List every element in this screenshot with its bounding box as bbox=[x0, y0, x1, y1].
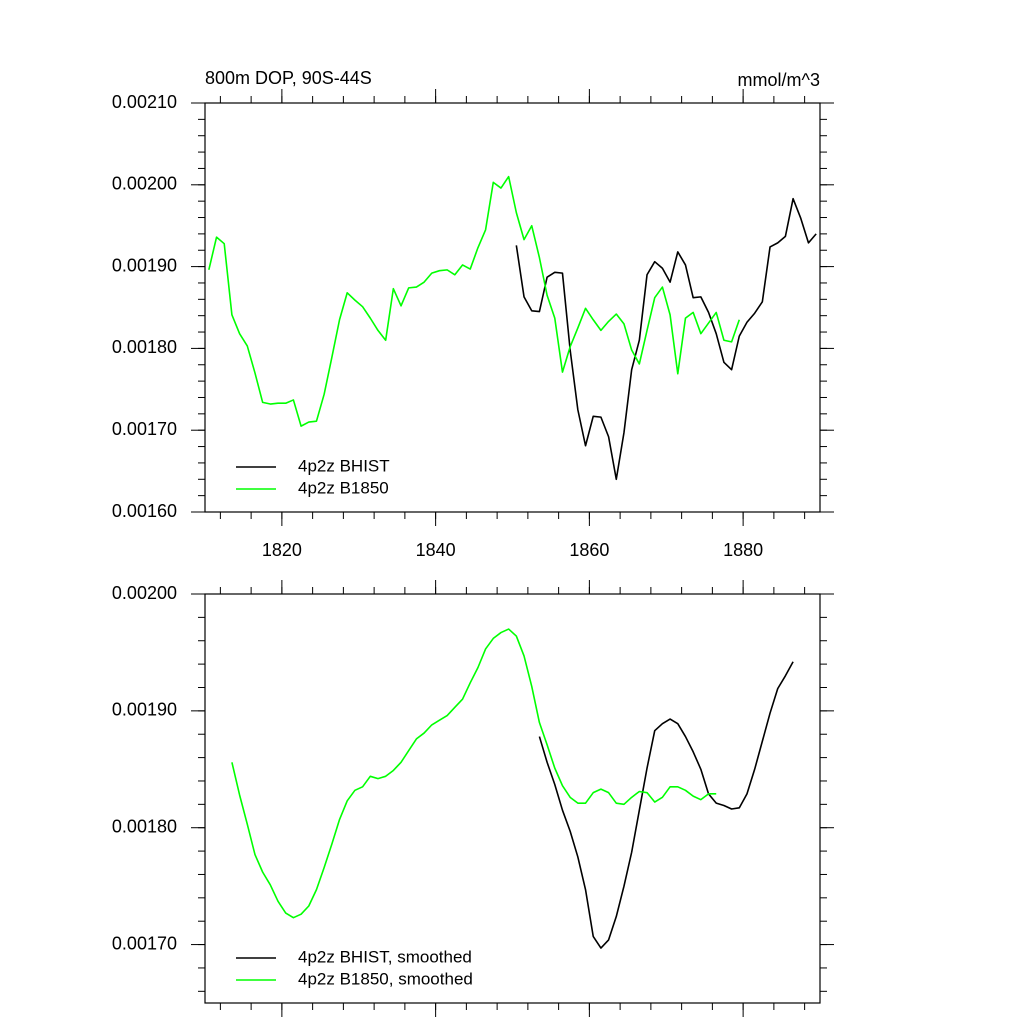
y-tick-label: 0.00190 bbox=[112, 700, 177, 720]
legend-label: 4p2z B1850 bbox=[298, 478, 389, 497]
y-tick-label: 0.00180 bbox=[112, 337, 177, 357]
x-tick-label: 1820 bbox=[262, 540, 302, 560]
y-tick-label: 0.00180 bbox=[112, 816, 177, 836]
legend-label: 4p2z BHIST bbox=[298, 456, 390, 475]
plot-frame bbox=[204, 593, 821, 1004]
chart-title: 800m DOP, 90S-44S bbox=[205, 68, 372, 88]
y-tick-label: 0.00170 bbox=[112, 419, 177, 439]
x-tick-label: 1860 bbox=[569, 540, 609, 560]
y-tick-label: 0.00200 bbox=[112, 583, 177, 603]
series-line bbox=[538, 661, 794, 949]
x-tick-label: 1880 bbox=[723, 540, 763, 560]
y-tick-label: 0.00200 bbox=[112, 174, 177, 194]
y-tick-label: 0.00210 bbox=[112, 92, 177, 112]
y-tick-label: 0.00170 bbox=[112, 933, 177, 953]
series-line bbox=[208, 175, 741, 427]
plot-frame bbox=[204, 102, 821, 513]
x-tick-label: 1840 bbox=[416, 540, 456, 560]
legend-label: 4p2z B1850, smoothed bbox=[298, 969, 473, 988]
legend-label: 4p2z BHIST, smoothed bbox=[298, 947, 472, 966]
series-line bbox=[515, 197, 817, 481]
y-tick-label: 0.00190 bbox=[112, 255, 177, 275]
y-tick-label: 0.00160 bbox=[112, 501, 177, 521]
series-line bbox=[231, 628, 717, 919]
units-label: mmol/m^3 bbox=[738, 70, 820, 90]
